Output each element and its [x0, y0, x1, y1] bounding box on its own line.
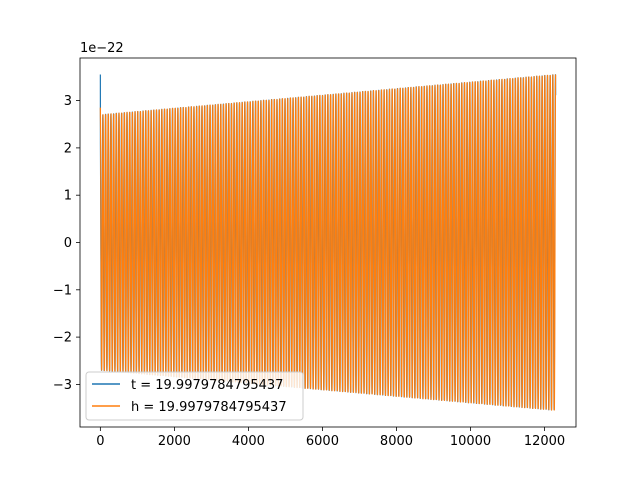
legend-label-h: h = 19.9979784795437: [131, 400, 287, 415]
legend-box: [85, 371, 304, 421]
series-line-h: [99, 74, 557, 411]
x-tick-label: 4000: [232, 434, 265, 449]
x-tick-label: 2000: [158, 434, 191, 449]
legend: t = 19.9979784795437 h = 19.997978479543…: [85, 371, 304, 421]
x-tick-label: 6000: [306, 434, 339, 449]
x-axis: 0 2000 4000 6000 8000 10000 12000: [96, 427, 565, 449]
y-tick-label: −2: [53, 331, 72, 346]
x-tick-label: 12000: [524, 434, 565, 449]
y-tick-label: 2: [64, 141, 72, 156]
legend-label-t: t = 19.9979784795437: [131, 378, 283, 393]
x-tick-label: 0: [96, 434, 104, 449]
y-tick-label: 3: [64, 94, 72, 109]
y-axis: −3 −2 −1 0 1 2 3: [53, 94, 80, 393]
y-tick-label: −3: [53, 378, 72, 393]
y-tick-label: −1: [53, 283, 72, 298]
series-layer: [99, 74, 557, 411]
x-tick-label: 10000: [450, 434, 491, 449]
y-tick-label: 0: [64, 236, 72, 251]
y-offset-label: 1e−22: [80, 41, 124, 56]
x-tick-label: 8000: [380, 434, 413, 449]
y-tick-label: 1: [64, 189, 72, 204]
